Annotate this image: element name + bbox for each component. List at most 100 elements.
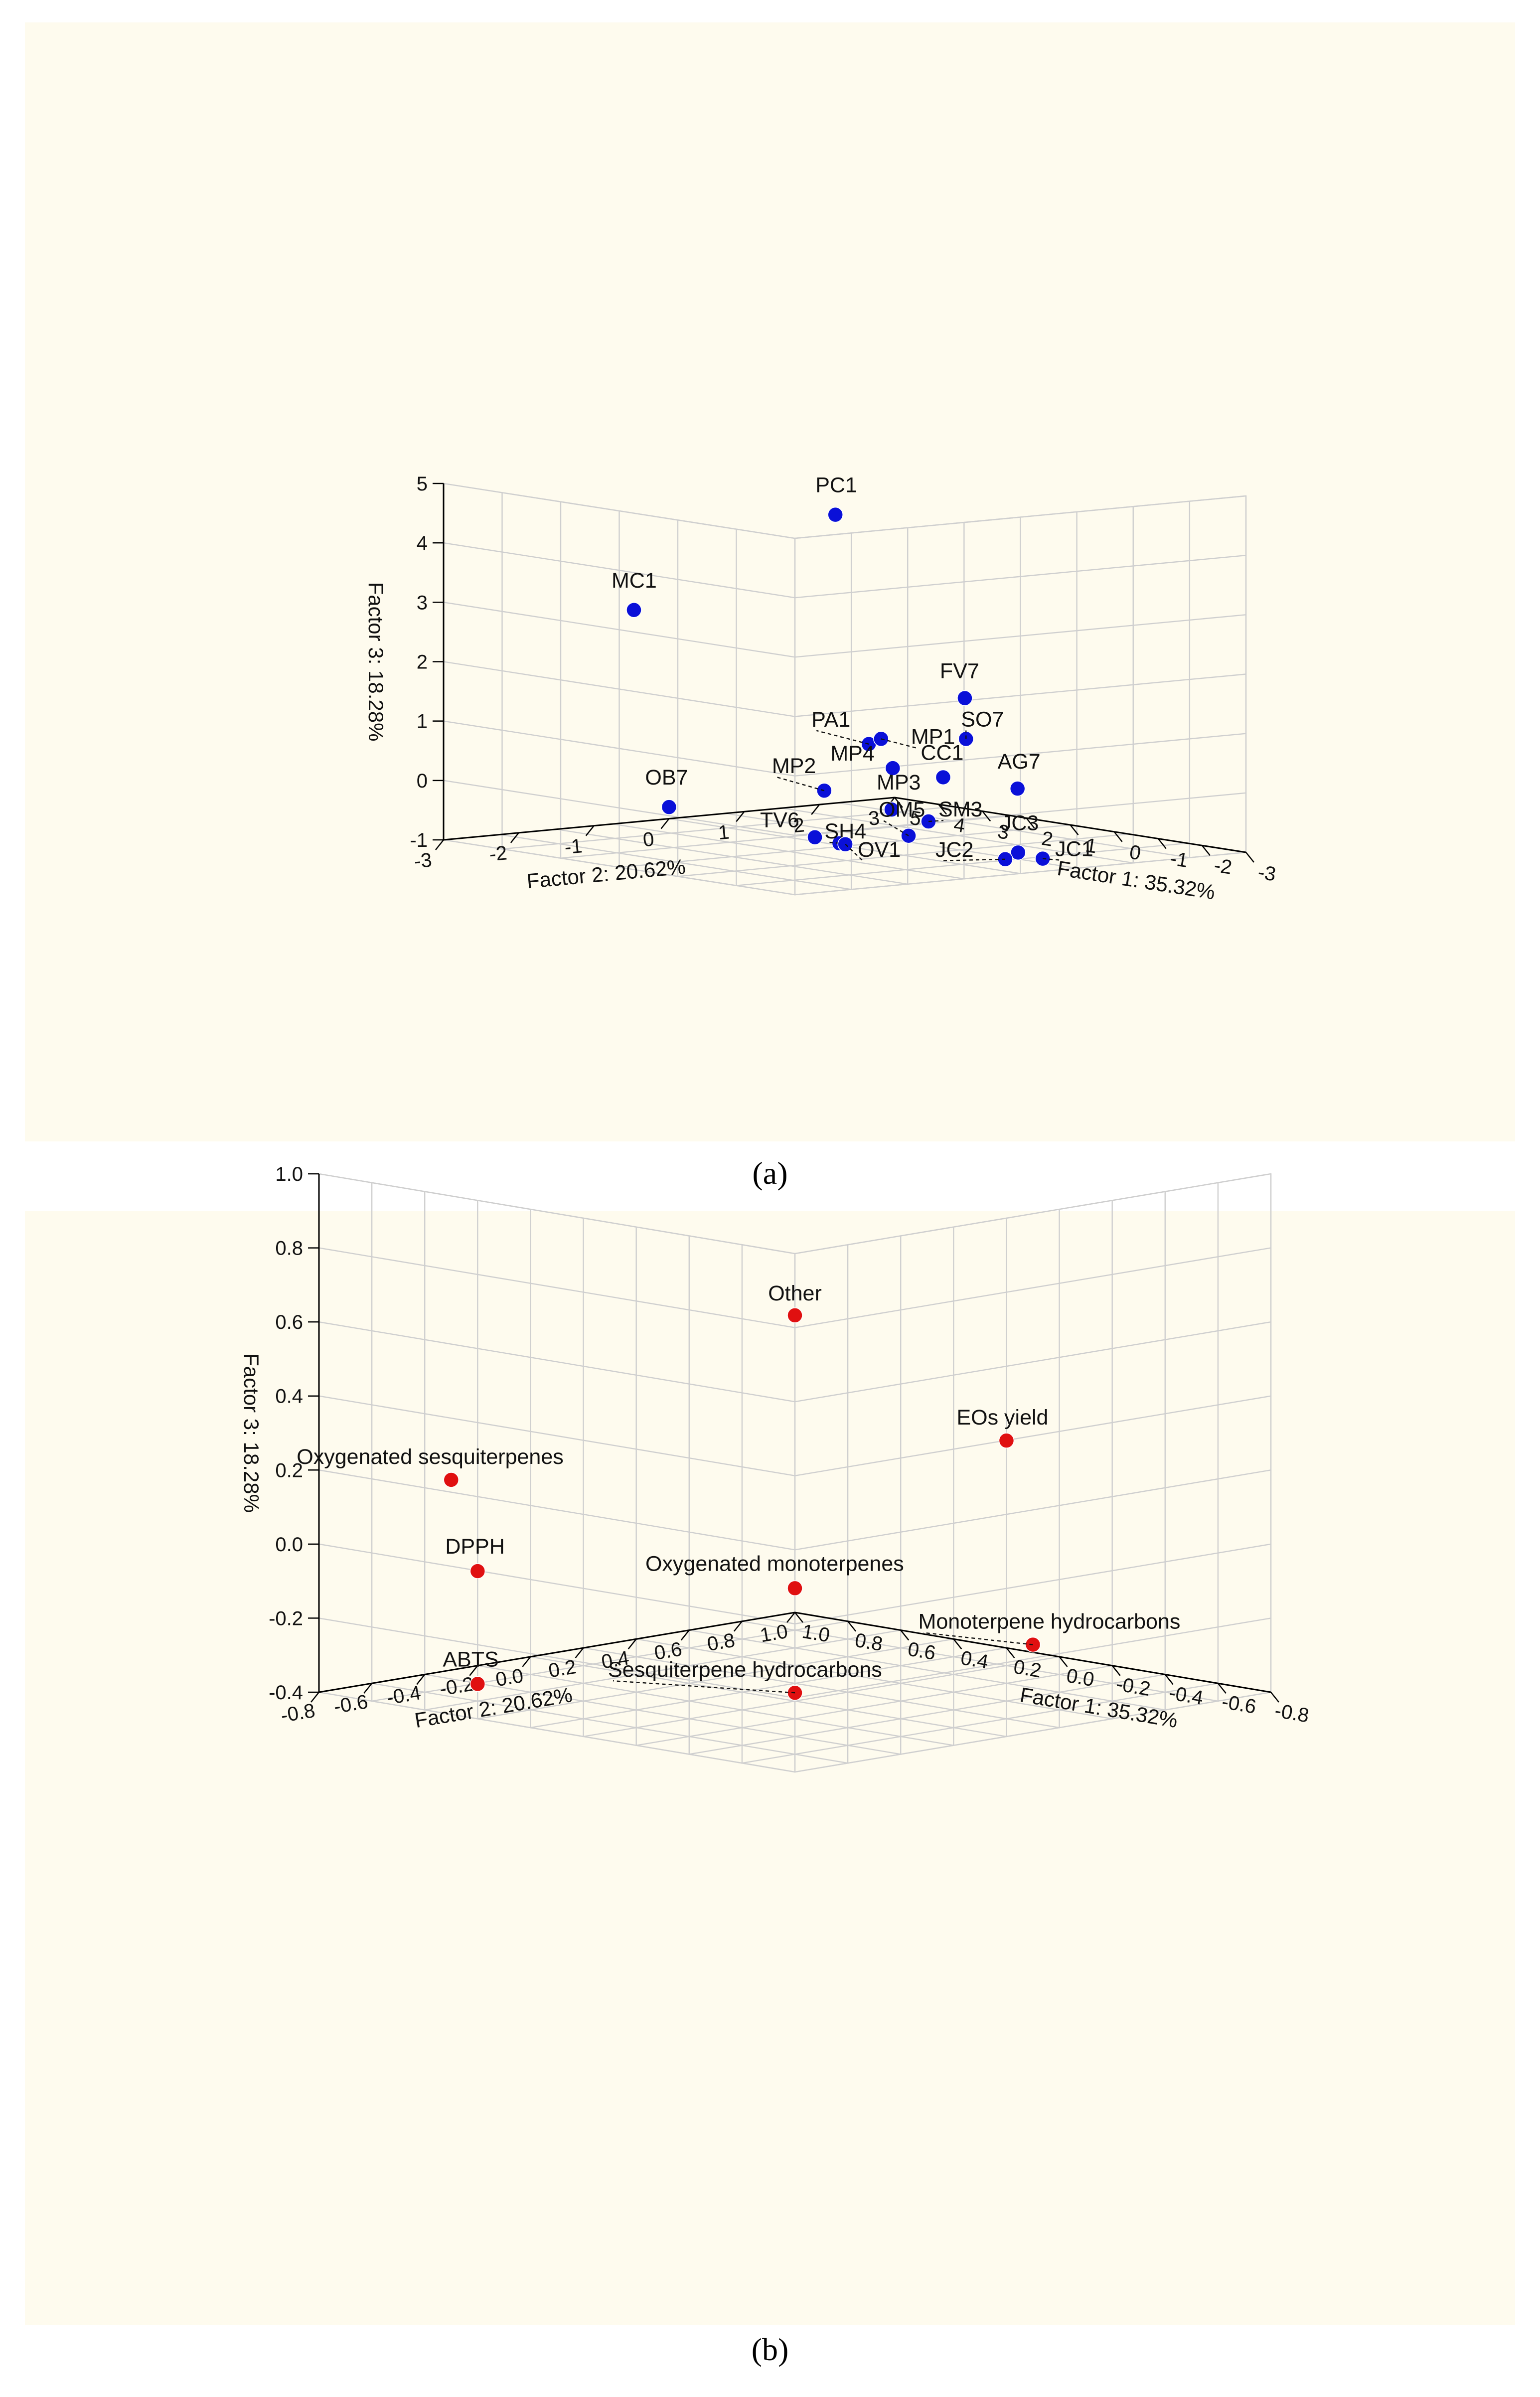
z-tick-label-a: -1 [410, 829, 428, 851]
caption-a: (a) [752, 1155, 787, 1191]
grid-line-x-a [781, 506, 1134, 864]
data-point-label-a: CC1 [921, 741, 963, 765]
data-point-a [626, 602, 642, 618]
z-tick-label-b: -0.4 [269, 1682, 303, 1704]
data-point-a [957, 690, 973, 706]
label-leader-a [940, 858, 1005, 862]
x-tick-mark-a [1070, 824, 1079, 835]
data-point-a [885, 760, 901, 776]
data-point-label-a: TV6 [760, 808, 799, 832]
grid-line-x-b [477, 1227, 954, 1747]
x-tick-label-b: 1.0 [800, 1620, 831, 1647]
x-tick-label-a: -3 [1256, 861, 1277, 886]
data-point-label-a: MC1 [612, 569, 657, 593]
x-tick-mark-a [1245, 852, 1254, 863]
z-tick-label-a: 0 [417, 770, 428, 792]
x-tick-mark-b [900, 1629, 910, 1641]
y-tick-label-a: -1 [564, 835, 584, 858]
z-tick-label-b: 0.2 [275, 1459, 303, 1481]
label-leader-b [923, 1632, 1033, 1645]
x-tick-mark-b [1217, 1683, 1227, 1694]
grid-line-x-a [499, 533, 852, 890]
data-point-b [469, 1676, 486, 1692]
data-point-label-a: OV1 [858, 838, 901, 862]
grid-line-x-b [318, 1254, 796, 1773]
x-tick-mark-b [1006, 1647, 1015, 1658]
grid-line-x-a [669, 517, 1021, 874]
x-tick-mark-b [1270, 1692, 1279, 1703]
data-point-label-a: JC2 [935, 838, 973, 862]
y-tick-mark-b [786, 1612, 795, 1623]
data-point-label-a: MP3 [877, 771, 921, 795]
data-point-label-a: PC1 [815, 474, 857, 497]
z-tick-label-b: 0.4 [275, 1386, 303, 1408]
data-point-label-a: JC1 [1055, 837, 1093, 861]
x-tick-mark-a [1113, 831, 1123, 842]
y-tick-label-b: 1.0 [759, 1620, 789, 1647]
data-point-a [935, 769, 951, 786]
label-leader-a [883, 820, 909, 836]
data-point-label-b: Other [768, 1281, 822, 1305]
z-tick-label-b: 0.8 [275, 1238, 303, 1260]
grid-line-x-b [425, 1236, 902, 1755]
data-point-label-b: ABTS [443, 1647, 498, 1671]
data-point-label-b: Oxygenated sesquiterpenes [297, 1445, 563, 1469]
data-point-label-a: JC3 [1001, 811, 1039, 835]
x-tick-mark-b [794, 1612, 803, 1623]
y-tick-mark-b [575, 1647, 584, 1658]
caption-b: (b) [752, 2332, 789, 2367]
y-tick-mark-b [363, 1683, 373, 1694]
z-tick-label-a: 5 [417, 473, 428, 495]
z-axis-title-a: Factor 3: 18.28% [364, 582, 388, 742]
data-point-label-a: AG7 [998, 750, 1041, 774]
y-tick-mark-b [522, 1656, 531, 1667]
y-tick-mark-a [660, 818, 670, 829]
y-tick-mark-a [736, 811, 745, 822]
y-tick-label-a: 0 [642, 828, 655, 851]
x-tick-mark-a [894, 797, 903, 808]
data-point-b [469, 1563, 486, 1579]
data-point-label-a: PA1 [811, 708, 850, 732]
z-tick-label-a: 2 [417, 651, 428, 673]
data-point-label-a: OB7 [645, 766, 688, 790]
y-tick-label-b: 0.6 [653, 1638, 684, 1664]
data-point-label-b: Monoterpene hydrocarbons [919, 1610, 1181, 1634]
data-point-label-a: SO7 [961, 708, 1004, 732]
x-tick-label-a: -1 [1169, 847, 1190, 872]
y-tick-label-a: 3 [868, 807, 881, 830]
label-leader-b [613, 1680, 795, 1694]
data-point-label-b: Sesquiterpene hydrocarbons [608, 1658, 882, 1682]
x-tick-label-b: 0.8 [853, 1629, 884, 1656]
data-point-label-b: EOs yield [956, 1406, 1048, 1430]
wall-frame-b [318, 1173, 1272, 1692]
y-tick-label-b: 0.4 [600, 1647, 630, 1673]
data-point-b [787, 1307, 803, 1323]
y-tick-mark-b [469, 1665, 478, 1676]
x-tick-label-b: 0.4 [959, 1647, 990, 1673]
data-point-a [1010, 844, 1026, 861]
x-tick-label-b: 0.2 [1012, 1656, 1043, 1682]
y-tick-mark-a [435, 839, 444, 850]
y-tick-mark-a [811, 804, 820, 815]
y-tick-label-b: 0.8 [706, 1629, 737, 1656]
data-point-label-a: OM5 [879, 798, 925, 822]
y-tick-label-a: 1 [717, 821, 730, 844]
data-point-label-b: Oxygenated monoterpenes [645, 1552, 904, 1576]
y-tick-label-b: 0.0 [494, 1665, 525, 1691]
x-tick-mark-b [953, 1638, 962, 1650]
x-tick-label-b: 0.6 [906, 1638, 937, 1664]
chart-panel-b: -0.4-0.20.00.20.40.60.81.0-0.8 -0.6 -0.4 -0… [25, 1163, 1515, 2325]
y-tick-mark-b [733, 1620, 743, 1632]
label-leader-a [1043, 858, 1061, 861]
y-tick-label-a: 2 [792, 814, 805, 837]
z-tick-label-a: 3 [417, 592, 428, 614]
y-tick-label-a: -2 [488, 842, 508, 865]
grid-line-x-a [725, 511, 1078, 869]
x-tick-mark-b [1111, 1665, 1121, 1676]
data-point-a [807, 829, 823, 845]
y-axis-line-b [318, 1611, 795, 1693]
label-leader-a [845, 843, 863, 861]
x-tick-mark-b [847, 1620, 857, 1632]
